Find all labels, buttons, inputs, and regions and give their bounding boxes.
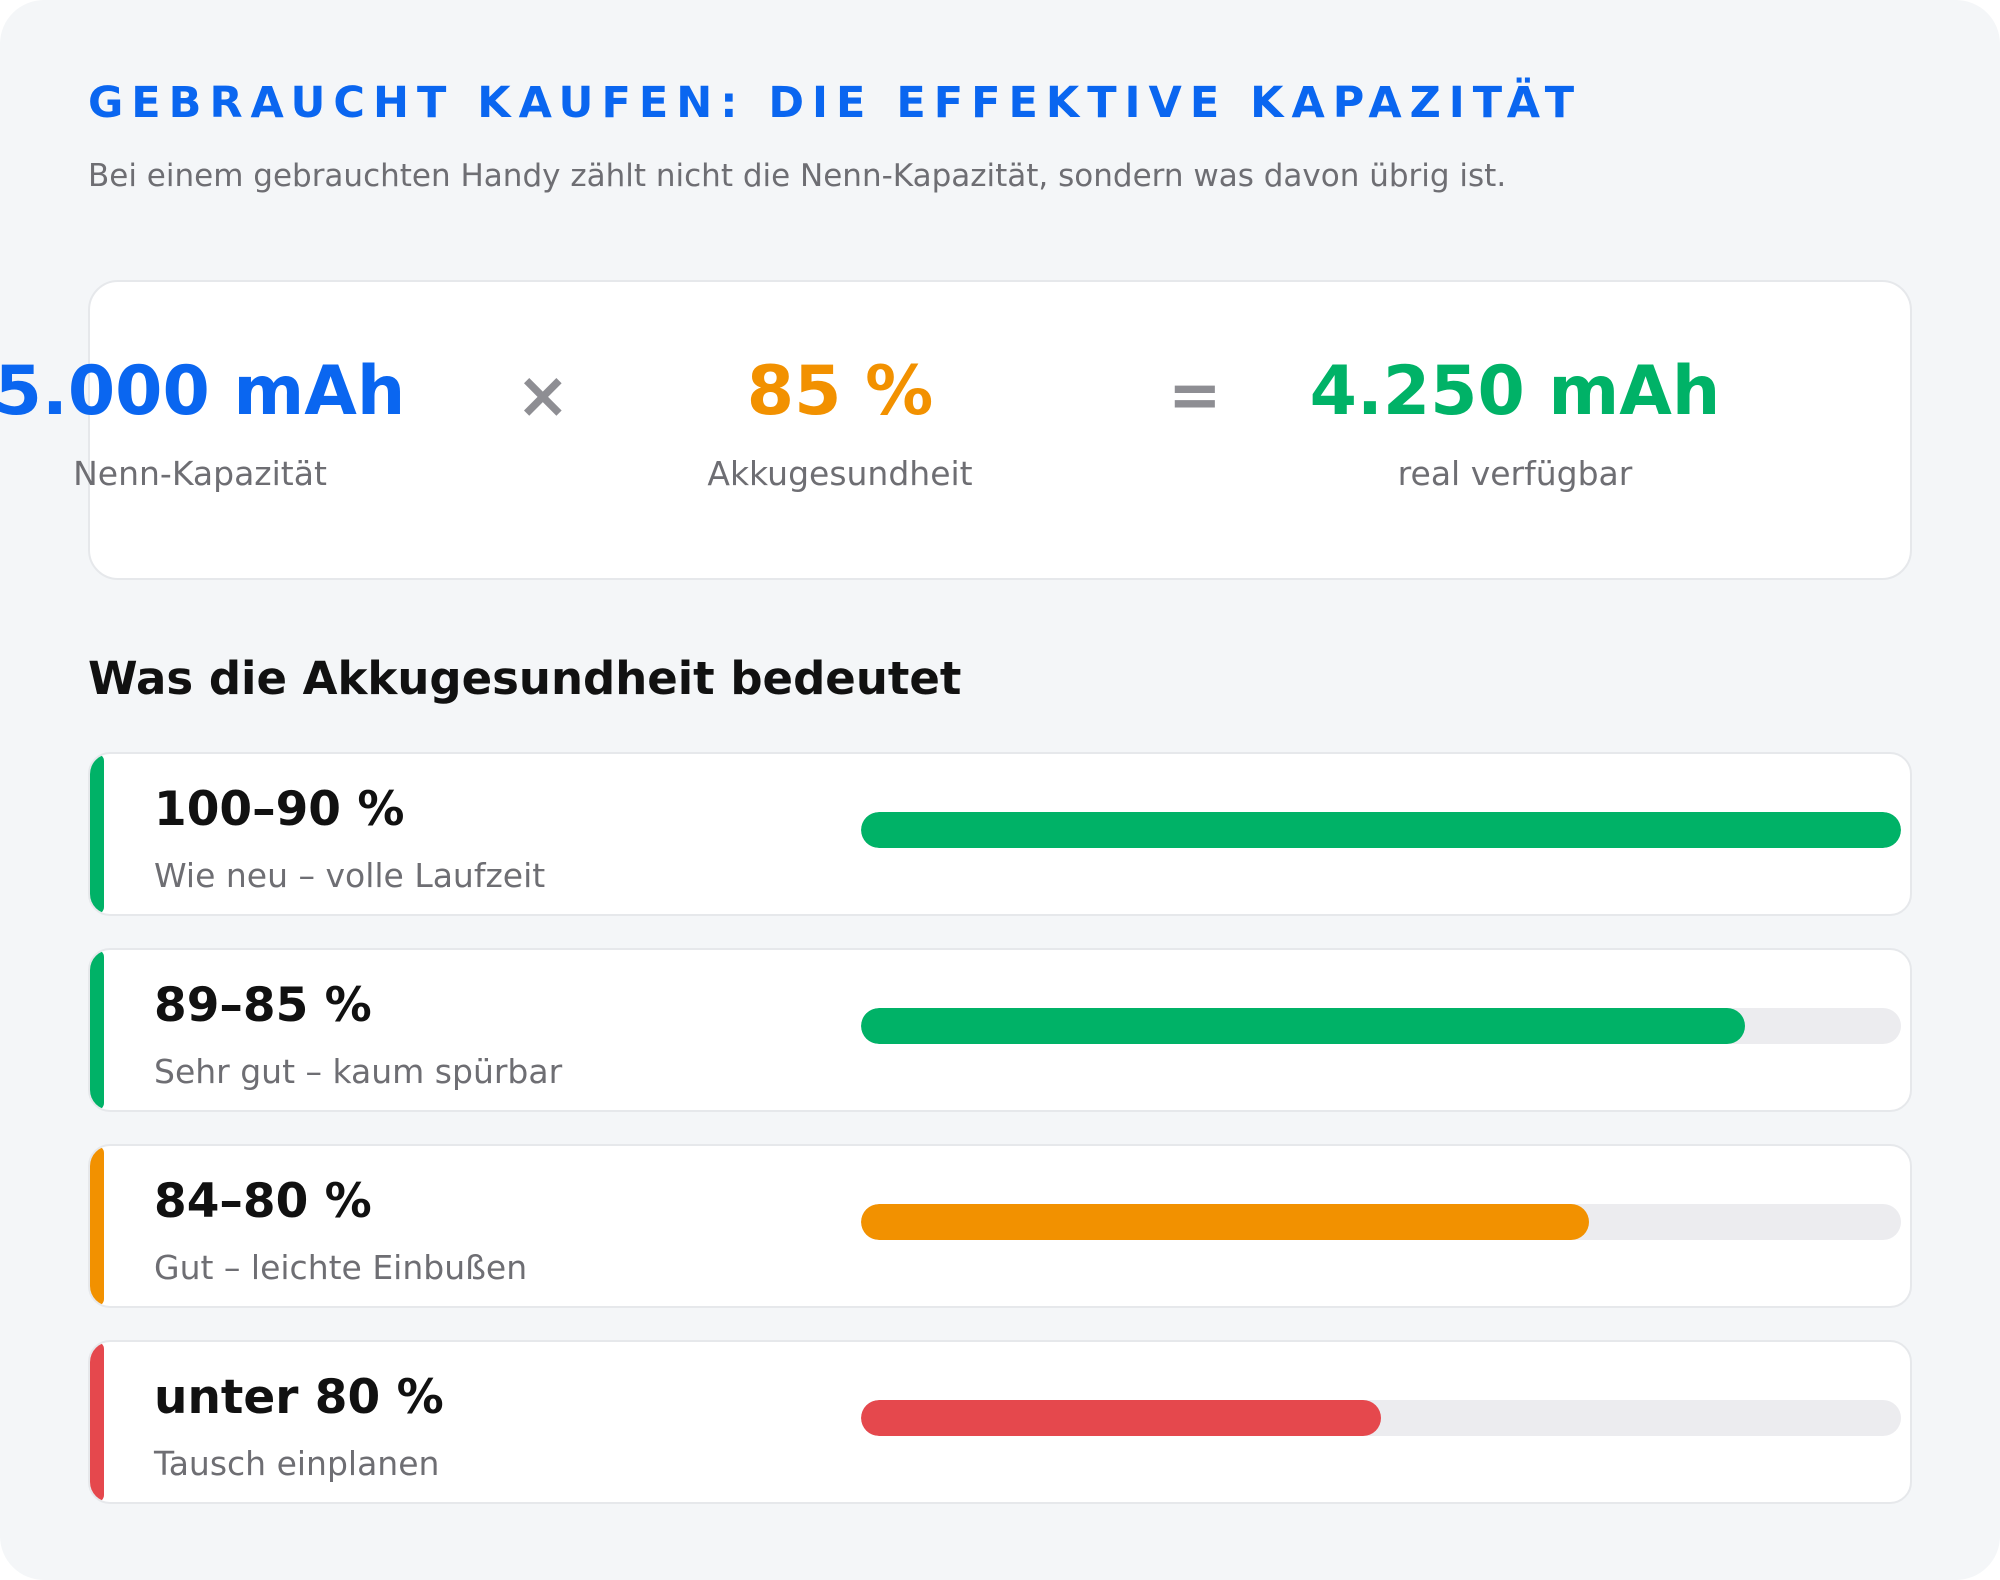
multiply-symbol: × [516, 359, 570, 433]
health-bar-track [861, 1204, 1901, 1240]
health-description: Gut – leichte Einbußen [154, 1248, 528, 1287]
battery-health-value: 85 % [746, 352, 934, 431]
health-row: 84–80 % Gut – leichte Einbußen [88, 1144, 1912, 1308]
row-accent-bar [90, 950, 104, 1110]
health-range: 89–85 % [154, 978, 372, 1033]
health-bar-track [861, 812, 1901, 848]
health-range: unter 80 % [154, 1370, 444, 1425]
effective-capacity-term: 4.250 mAh real verfügbar [1265, 352, 1765, 494]
effective-capacity-value: 4.250 mAh [1309, 352, 1721, 431]
health-description: Tausch einplanen [154, 1444, 440, 1483]
capacity-calculation-panel: 5.000 mAh Nenn-Kapazität × 85 % Akkugesu… [0, 280, 1912, 580]
health-row: 100–90 % Wie neu – volle Laufzeit [88, 752, 1912, 916]
health-bar-fill [861, 812, 1901, 848]
health-row: unter 80 % Tausch einplanen [88, 1340, 1912, 1504]
eyebrow-title: GEBRAUCHT KAUFEN: DIE EFFEKTIVE KAPAZITÄ… [88, 78, 1583, 128]
health-description: Wie neu – volle Laufzeit [154, 856, 546, 895]
health-description: Sehr gut – kaum spürbar [154, 1052, 563, 1091]
health-bar-fill [861, 1204, 1589, 1240]
equals-symbol: = [1168, 359, 1222, 433]
battery-health-label: Akkugesundheit [707, 454, 973, 493]
health-bar-track [861, 1008, 1901, 1044]
health-range: 84–80 % [154, 1174, 372, 1229]
health-row: 89–85 % Sehr gut – kaum spürbar [88, 948, 1912, 1112]
nominal-capacity-term: 5.000 mAh Nenn-Kapazität [0, 352, 410, 494]
effective-capacity-label: real verfügbar [1397, 454, 1633, 493]
nominal-capacity-value: 5.000 mAh [0, 352, 406, 431]
subtitle: Bei einem gebrauchten Handy zählt nicht … [88, 158, 1507, 194]
health-bar-track [861, 1400, 1901, 1436]
health-range: 100–90 % [154, 782, 405, 837]
row-accent-bar [90, 1342, 104, 1502]
nominal-capacity-label: Nenn-Kapazität [73, 454, 327, 493]
section-title: Was die Akkugesundheit bedeutet [88, 652, 962, 705]
health-bar-fill [861, 1400, 1381, 1436]
battery-health-term: 85 % Akkugesundheit [650, 352, 1030, 494]
health-bar-fill [861, 1008, 1745, 1044]
row-accent-bar [90, 1146, 104, 1306]
row-accent-bar [90, 754, 104, 914]
